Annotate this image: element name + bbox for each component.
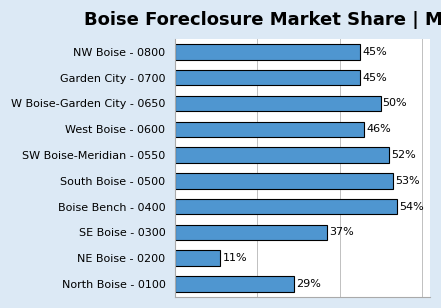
Bar — [175, 199, 397, 214]
Bar — [175, 173, 393, 188]
Bar — [175, 122, 364, 137]
Bar — [175, 44, 360, 60]
Text: 52%: 52% — [391, 150, 415, 160]
Text: 29%: 29% — [296, 279, 321, 289]
Text: 54%: 54% — [399, 202, 424, 212]
Bar — [175, 276, 294, 292]
Text: 45%: 45% — [362, 73, 387, 83]
Text: 45%: 45% — [362, 47, 387, 57]
Bar — [175, 147, 389, 163]
Bar — [175, 96, 381, 111]
Title: Boise Foreclosure Market Share | MLS Area: Boise Foreclosure Market Share | MLS Are… — [84, 11, 441, 29]
Text: 53%: 53% — [395, 176, 419, 186]
Text: 11%: 11% — [222, 253, 247, 263]
Bar — [175, 70, 360, 85]
Text: 46%: 46% — [366, 124, 391, 134]
Bar — [175, 250, 220, 266]
Text: 37%: 37% — [329, 227, 354, 237]
Bar — [175, 225, 327, 240]
Text: 50%: 50% — [383, 99, 407, 108]
